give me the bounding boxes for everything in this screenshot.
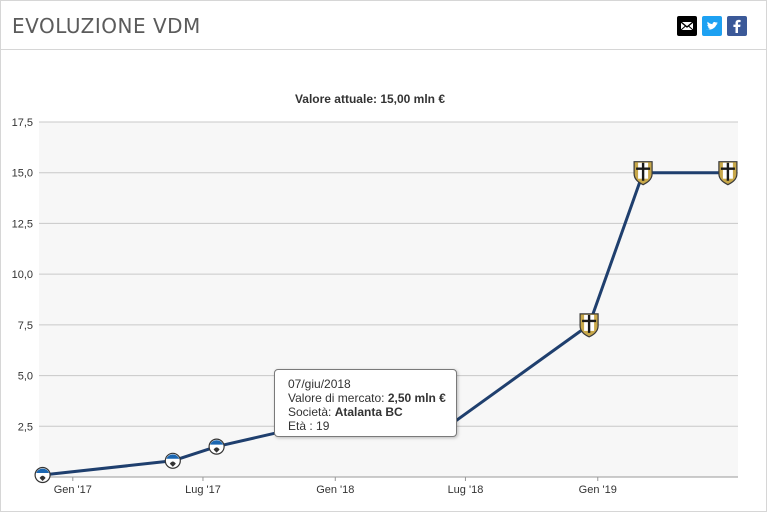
facebook-share-button[interactable] (727, 16, 747, 36)
crest-stripe (166, 454, 180, 459)
crest-figure (169, 461, 176, 467)
cross-icon (582, 314, 597, 333)
y-axis: 2,5 5,0 7,5 10,0 12,5 15,0 17,5 (12, 117, 33, 433)
tooltip-age-row: Età : 19 (288, 419, 456, 433)
data-tooltip: 07/giu/2018 Valore di mercato: 2,50 mln … (274, 369, 457, 437)
tooltip-date: 07/giu/2018 (288, 377, 351, 391)
market-value-chart: Valore attuale: 15,00 mln € 2,5 5,0 7,5 10,… (12, 92, 738, 496)
facebook-f-icon (733, 19, 741, 33)
tooltip-club-label: Società: (288, 405, 335, 419)
y-tick-label: 12,5 (12, 218, 33, 230)
y-tick-label: 15,0 (12, 168, 33, 180)
tooltip-value-label: Valore di mercato: (288, 391, 388, 405)
tooltip-club: Atalanta BC (334, 405, 403, 419)
twitter-bird-icon (706, 21, 718, 30)
y-tick-label: 5,0 (18, 371, 33, 383)
crest-figure (213, 447, 220, 453)
tooltip-age: 19 (316, 419, 330, 433)
atalanta-crest-marker[interactable] (34, 466, 51, 484)
x-tick-label: Gen '17 (54, 484, 92, 496)
crest-stripe (210, 440, 224, 445)
crest-stripe (36, 468, 50, 473)
twitter-share-button[interactable] (702, 16, 722, 36)
crest-figure (39, 475, 46, 481)
x-tick-label: Gen '19 (579, 484, 617, 496)
widget-title: EVOLUZIONE VDM (12, 14, 201, 38)
cross-icon (720, 162, 735, 181)
email-share-button[interactable] (677, 16, 697, 36)
parma-crest-marker[interactable] (633, 161, 653, 186)
envelope-icon (680, 21, 694, 31)
y-tick-label: 17,5 (12, 117, 33, 129)
tooltip-club-row: Società: Atalanta BC (288, 405, 456, 419)
chart-subtitle: Valore attuale: 15,00 mln € (295, 92, 445, 106)
y-tick-label: 7,5 (18, 320, 33, 332)
x-tick-label: Lug '17 (185, 484, 221, 496)
y-tick-label: 2,5 (18, 421, 33, 433)
atalanta-crest-marker[interactable] (164, 452, 181, 469)
tooltip-age-label: Età : (288, 419, 317, 433)
widget-header: EVOLUZIONE VDM (1, 1, 766, 50)
tooltip-value: 2,50 mln € (387, 391, 446, 405)
x-axis: Gen '17 Lug '17 Gen '18 Lug '18 Gen '19 (54, 477, 617, 496)
x-tick-label: Gen '18 (316, 484, 354, 496)
parma-crest-marker[interactable] (579, 313, 599, 338)
y-tick-label: 10,0 (12, 269, 33, 281)
x-tick-label: Lug '18 (448, 484, 484, 496)
atalanta-crest-marker[interactable] (208, 438, 225, 455)
tooltip-value-row: Valore di mercato: 2,50 mln € (288, 391, 456, 405)
parma-crest-marker[interactable] (718, 161, 738, 186)
grid-lines (39, 121, 738, 478)
cross-icon (636, 162, 651, 181)
